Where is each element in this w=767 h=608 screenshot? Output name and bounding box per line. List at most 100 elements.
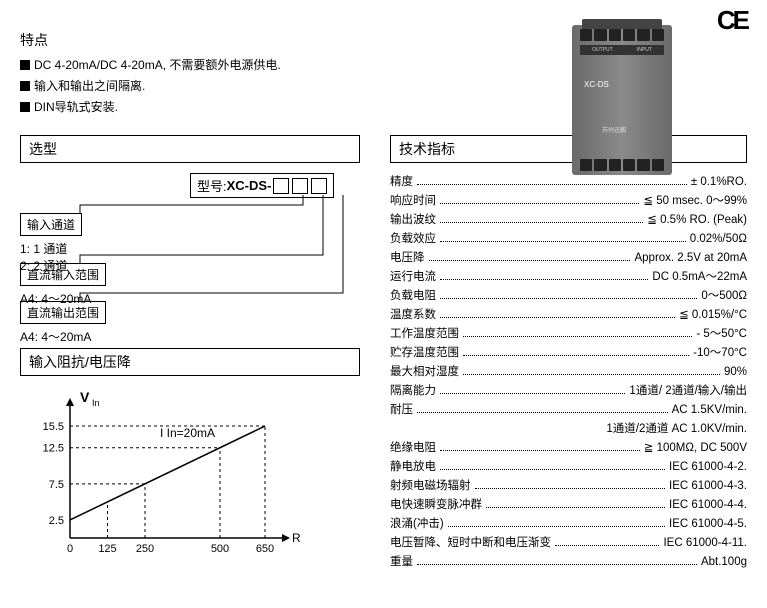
selection-header: 选型 bbox=[20, 135, 360, 163]
spec-row: 浪涌(冲击)IEC 61000-4-5. bbox=[390, 515, 747, 531]
feature-text: 输入和输出之间隔离. bbox=[34, 77, 145, 94]
spec-label: 电压暂降、短时中断和电压渐变 bbox=[390, 534, 551, 550]
spec-label: 电快速瞬变脉冲群 bbox=[390, 496, 482, 512]
spec-row: 响应时间 ≦ 50 msec. 0～99% bbox=[390, 192, 747, 208]
spec-value: ± 0.1%RO. bbox=[691, 176, 747, 188]
spec-value: ≦ 0.015%/°C bbox=[679, 307, 747, 321]
bullet-square-icon bbox=[20, 60, 30, 70]
spec-value: Approx. 2.5V at 20mA bbox=[634, 252, 747, 264]
bullet-square-icon bbox=[20, 81, 30, 91]
spec-row: 静电放电 IEC 61000-4-2. bbox=[390, 458, 747, 474]
spec-label: 电压降 bbox=[390, 249, 425, 265]
spec-dots bbox=[440, 298, 697, 299]
spec-dots bbox=[486, 507, 665, 508]
spec-row: 射频电磁场辐射 IEC 61000-4-3. bbox=[390, 477, 747, 493]
spec-value: AC 1.5KV/min. bbox=[672, 404, 747, 416]
chart-svg: 2.57.512.515.51252505006500VInR(Ω)I In=2… bbox=[20, 386, 300, 566]
spec-value: ≦ 50 msec. 0～99% bbox=[643, 192, 747, 208]
spec-value: IEC 61000-4-3. bbox=[669, 480, 747, 492]
spec-dots bbox=[448, 526, 665, 527]
spec-label: 负载电阻 bbox=[390, 287, 436, 303]
spec-value: - 5～50°C bbox=[696, 325, 747, 341]
group-3-title: 直流输出范围 bbox=[20, 301, 106, 324]
spec-value: -10～70°C bbox=[693, 344, 747, 360]
model-box: 型号: XC-DS- bbox=[190, 173, 334, 198]
spec-value: Abt.100g bbox=[701, 556, 747, 568]
strip-left: OUTPUT bbox=[592, 47, 613, 53]
spec-value: 1通道/ 2通道/输入/输出 bbox=[629, 382, 747, 398]
spec-row: 1通道/2通道 AC 1.0KV/min. bbox=[390, 420, 747, 436]
code-box-3 bbox=[311, 178, 327, 194]
spec-dots bbox=[417, 564, 697, 565]
spec-label: 输出波纹 bbox=[390, 211, 436, 227]
svg-text:650: 650 bbox=[256, 543, 274, 555]
spec-dots bbox=[440, 317, 675, 318]
spec-dots bbox=[440, 393, 625, 394]
group-3-opt-0: A4: 4～20mA bbox=[20, 328, 106, 345]
specs-list: 精度 ± 0.1%RO. 响应时间 ≦ 50 msec. 0～99% 输出波纹 ≦ 0.5… bbox=[390, 173, 747, 569]
model-prefix: 型号: bbox=[197, 176, 227, 195]
spec-value: ≧ 100MΩ, DC 500V bbox=[644, 440, 747, 454]
spec-value: DC 0.5mA～22mA bbox=[652, 268, 747, 284]
feature-text: DIN导轨式安装. bbox=[34, 98, 118, 115]
product-brand: 苏州迅鹏 bbox=[602, 125, 626, 134]
spec-label: 射频电磁场辐射 bbox=[390, 477, 471, 493]
spec-dots bbox=[440, 241, 686, 242]
svg-text:500: 500 bbox=[211, 543, 229, 555]
spec-value: 0～500Ω bbox=[701, 287, 747, 303]
svg-text:2.5: 2.5 bbox=[49, 515, 64, 527]
svg-text:V: V bbox=[80, 389, 90, 405]
product-image: OUTPUT INPUT XC-DS 苏州迅鹏 bbox=[572, 25, 672, 180]
selection-diagram: 型号: XC-DS- 输入通道 1: 1 通道 bbox=[20, 173, 360, 328]
spec-label: 绝缘电阻 bbox=[390, 439, 436, 455]
group-1-opt-0: 1: 1 通道 bbox=[20, 240, 82, 257]
svg-text:15.5: 15.5 bbox=[43, 421, 64, 433]
spec-row: 电快速瞬变脉冲群IEC 61000-4-4. bbox=[390, 496, 747, 512]
spec-row: 负载效应 0.02%/50Ω bbox=[390, 230, 747, 246]
spec-dots bbox=[463, 374, 720, 375]
spec-label: 精度 bbox=[390, 173, 413, 189]
ce-mark: CE bbox=[717, 5, 747, 36]
spec-dots bbox=[475, 488, 666, 489]
spec-label: 静电放电 bbox=[390, 458, 436, 474]
svg-text:7.5: 7.5 bbox=[49, 479, 64, 491]
spec-dots bbox=[429, 260, 631, 261]
spec-row: 绝缘电阻 ≧ 100MΩ, DC 500V bbox=[390, 439, 747, 455]
spec-dots bbox=[463, 355, 689, 356]
spec-dots bbox=[440, 279, 648, 280]
spec-value: 1通道/2通道 AC 1.0KV/min. bbox=[606, 420, 747, 436]
code-box-1 bbox=[273, 178, 289, 194]
spec-value: ≦ 0.5% RO. (Peak) bbox=[647, 212, 747, 226]
spec-dots bbox=[440, 450, 640, 451]
group-1-title: 输入通道 bbox=[20, 213, 82, 236]
spec-label: 贮存温度范围 bbox=[390, 344, 459, 360]
spec-label: 隔离能力 bbox=[390, 382, 436, 398]
spec-value: 90% bbox=[724, 366, 747, 378]
group-2-title: 直流输入范围 bbox=[20, 263, 106, 286]
spec-label: 运行电流 bbox=[390, 268, 436, 284]
spec-label: 工作温度范围 bbox=[390, 325, 459, 341]
spec-value: 0.02%/50Ω bbox=[690, 233, 747, 245]
spec-dots bbox=[555, 545, 659, 546]
spec-label: 重量 bbox=[390, 553, 413, 569]
feature-text: DC 4-20mA/DC 4-20mA, 不需要额外电源供电. bbox=[34, 56, 281, 73]
spec-value: IEC 61000-4-2. bbox=[669, 461, 747, 473]
spec-label: 负载效应 bbox=[390, 230, 436, 246]
spec-dots bbox=[417, 184, 687, 185]
product-model: XC-DS bbox=[584, 80, 609, 89]
svg-text:250: 250 bbox=[136, 543, 154, 555]
svg-text:In: In bbox=[92, 398, 100, 408]
spec-label: 最大相对湿度 bbox=[390, 363, 459, 379]
spec-dots bbox=[440, 222, 643, 223]
svg-text:I In=20mA: I In=20mA bbox=[160, 426, 215, 440]
spec-label: 响应时间 bbox=[390, 192, 436, 208]
spec-row: 精度 ± 0.1%RO. bbox=[390, 173, 747, 189]
spec-dots bbox=[440, 469, 665, 470]
spec-row: 贮存温度范围 -10～70°C bbox=[390, 344, 747, 360]
svg-text:0: 0 bbox=[67, 543, 73, 555]
spec-dots bbox=[440, 203, 639, 204]
spec-dots bbox=[463, 336, 692, 337]
spec-value: IEC 61000-4-5. bbox=[669, 518, 747, 530]
spec-row: 负载电阻 0～500Ω bbox=[390, 287, 747, 303]
spec-label: 耐压 bbox=[390, 401, 413, 417]
